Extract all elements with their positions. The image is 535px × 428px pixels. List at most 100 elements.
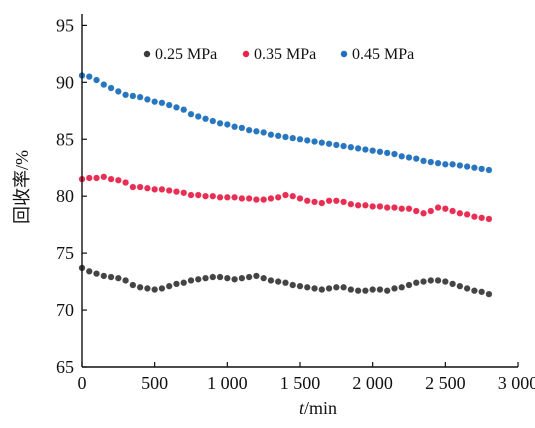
data-point [449,280,457,288]
data-point [347,143,355,151]
data-point [303,197,311,205]
data-point [390,284,398,292]
legend-item: 0.35 MPa [242,46,316,63]
data-point [441,278,449,286]
data-point [202,274,210,282]
data-point [143,95,151,103]
data-point [223,274,231,282]
data-point [187,110,195,118]
data-point [180,279,188,287]
data-point [332,197,340,205]
y-tick-label: 65 [56,357,74,377]
x-tick-label: 1 500 [280,373,321,393]
data-point [340,283,348,291]
data-point [267,276,275,284]
data-point [347,200,355,208]
data-point [165,282,173,290]
data-point [354,144,362,152]
data-point [318,199,326,207]
data-point [122,179,130,187]
data-point [383,287,391,295]
data-point [405,205,413,213]
data-point [463,210,471,218]
data-point [361,287,369,295]
data-point [390,150,398,158]
data-point [216,119,224,127]
y-tick-label: 70 [56,300,74,320]
data-point [303,136,311,144]
y-tick-label: 95 [56,15,74,35]
data-point [463,163,471,171]
data-point [274,193,282,201]
data-point [238,274,246,282]
data-point [107,273,115,281]
data-point [420,157,428,165]
data-point [478,165,486,173]
data-point [456,209,464,217]
data-point [114,176,122,184]
data-point [485,290,493,298]
legend-label: 0.35 MPa [254,46,316,63]
data-point [93,174,101,182]
data-point [463,284,471,292]
data-point [441,205,449,213]
data-point [209,273,217,281]
data-point [361,146,369,153]
data-point [165,187,173,194]
data-point [405,281,413,289]
data-point [216,273,224,281]
data-point [252,127,260,135]
data-point [361,201,369,209]
x-tick-label: 0 [78,373,87,393]
data-point [252,196,260,204]
data-point [296,135,304,143]
data-point [129,92,137,100]
data-point [296,282,304,290]
data-point [485,215,493,223]
data-point [427,207,435,215]
data-point [231,123,239,131]
data-point [369,147,377,155]
data-point [260,128,268,136]
data-point [187,191,195,199]
data-point [405,154,413,161]
data-point [281,191,289,199]
data-point [209,117,217,125]
data-point [311,284,319,292]
data-point [136,283,144,291]
x-tick-label: 500 [141,373,168,393]
data-point [223,193,231,201]
x-axis-title-unit: /min [304,398,337,418]
series-2 [78,173,493,223]
data-point [274,278,282,286]
data-point [420,278,428,286]
data-point [158,284,166,292]
data-point [158,185,166,193]
data-point [93,270,101,278]
legend-item: 0.45 MPa [340,46,414,63]
x-tick-label: 2 000 [352,373,393,393]
data-point [354,201,362,209]
data-point [107,175,115,183]
data-point [296,194,304,202]
data-point [325,140,333,148]
legend-marker [242,50,250,58]
data-point [325,197,333,205]
data-point [434,204,442,212]
data-point [172,280,180,288]
data-point [245,194,253,202]
data-point [136,183,144,191]
x-axis-title: t/min [299,398,337,418]
legend-label: 0.45 MPa [352,46,414,63]
data-point [449,160,457,168]
data-point [318,139,326,147]
y-axis-title: 回收率/% [12,150,32,224]
x-tick-label: 1 000 [207,373,248,393]
data-point [187,276,195,284]
series-1 [78,264,493,298]
data-point [412,155,420,163]
data-point [267,194,275,202]
data-point [398,205,406,213]
data-point [318,286,326,294]
